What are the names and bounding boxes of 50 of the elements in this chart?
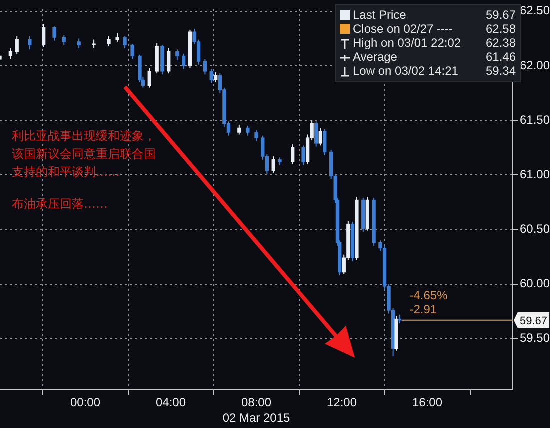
candlestick [167,48,171,74]
annotation: 59.67 [486,8,516,22]
annotation: -2.91 [410,302,438,317]
candlestick [291,144,295,165]
ref-line-label: 59.67 [520,315,548,328]
x-axis-title: 02 Mar 2015 [222,411,291,426]
candlestick [52,26,56,42]
candlestick [238,124,242,136]
candlestick [148,68,152,88]
candlestick [8,48,13,60]
y-tick-label: 59.50 [520,331,550,346]
text: Average 61.46 [353,50,516,64]
y-tick-label: 61.50 [520,112,550,127]
candlestick [77,38,81,49]
candlestick [15,36,19,54]
y-tick-label: 62.50 [520,4,550,18]
candlestick [28,36,32,50]
candlestick [318,128,322,146]
candlestick [323,128,327,156]
text: High on 03/01 22:02 62.38 [353,36,516,50]
annotation: -4.65% [410,288,448,303]
candlestick [210,68,214,84]
text: Low on 03/02 14:21 59.34 [353,64,516,78]
annotation: 布油承压回落…… [12,196,108,213]
x-tick-label: 04:00 [156,396,186,410]
candlestick [203,58,208,76]
candlestick [62,34,66,46]
candlestick [302,145,306,166]
y-tick-label: 61.00 [520,167,550,182]
y-tick-label: 60.50 [520,222,550,236]
x-tick-label: 08:00 [241,396,272,410]
annotation: 利比亚战事出现缓和迹象，该国新议会同意重启联合国支持的和平谈判…… [12,128,157,181]
candlestick [123,36,127,49]
candlestick [107,36,111,47]
candlestick [254,130,258,142]
candlestick [182,53,186,70]
candlestick [42,24,46,48]
text: Close on 02/27 ---- 62.58 [353,22,516,36]
candlestick [246,126,250,136]
legend-label: Last Price [353,8,408,22]
y-tick-label: 60.00 [520,276,550,291]
y-tick-label: 62.00 [520,58,550,72]
candlestick [214,72,218,83]
x-tick-label: 00:00 [70,396,101,410]
x-tick-label: 12:00 [326,396,358,410]
candlestick [314,121,318,148]
candlestick [176,49,180,62]
candlestick [130,44,134,60]
candlestick [272,156,276,174]
x-tick-label: 16:00 [412,396,443,410]
